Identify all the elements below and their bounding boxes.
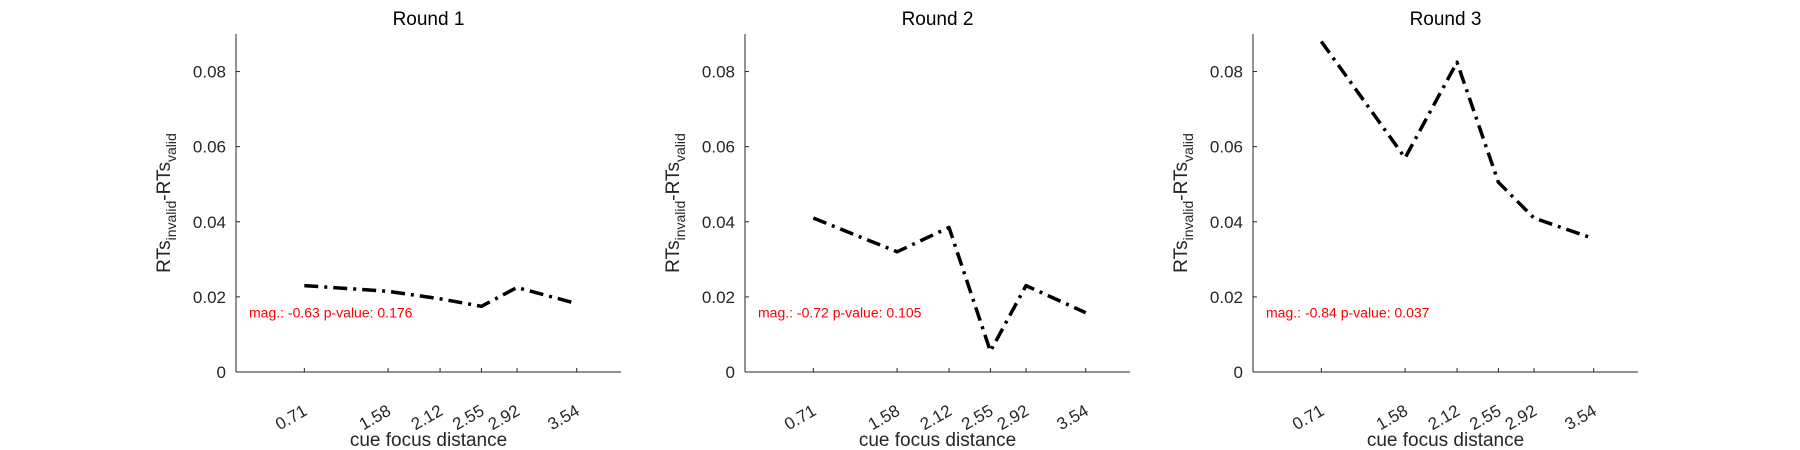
y-label-mid: -RTs [1171, 162, 1192, 201]
y-tick-label: 0 [726, 363, 735, 382]
y-tick-label: 0.08 [702, 63, 735, 82]
x-tick-label: 0.71 [272, 401, 310, 434]
x-axis-label: cue focus distance [859, 430, 1016, 450]
series-line [304, 283, 578, 309]
y-tick-label: 0.02 [1210, 288, 1243, 307]
x-axis-label: cue focus distance [1367, 430, 1524, 450]
stats-annotation: mag.: -0.84 p-value: 0.037 [1266, 305, 1430, 321]
chart-title: Round 1 [393, 9, 465, 30]
y-label-mid: -RTs [663, 162, 684, 201]
x-tick-label: 0.71 [781, 401, 819, 434]
series-line [812, 216, 1087, 354]
chart-panel-1: 00.020.040.060.080.71 1.58 2.12 2.552.92 3.5… [154, 9, 621, 450]
y-tick-label: 0.08 [1210, 63, 1243, 82]
chart-title: Round 2 [902, 9, 974, 30]
y-label-base: RTs [663, 240, 684, 272]
y-tick-label: 0.06 [193, 138, 226, 157]
y-axis-label: RTsinvalid-RTsvalid [1171, 133, 1196, 273]
chart-panel-3: 00.020.040.060.080.71 1.58 2.12 2.552.92 3.5… [1171, 9, 1638, 450]
y-label-base: RTs [154, 240, 175, 272]
y-tick-label: 0.06 [1210, 138, 1243, 157]
x-axis-label: cue focus distance [350, 430, 507, 450]
y-tick-label: 0.06 [702, 138, 735, 157]
y-label-sub-valid: valid [672, 133, 688, 162]
y-label-sub-invalid: invalid [1180, 201, 1196, 241]
chart-panel-2: 00.020.040.060.080.71 1.58 2.12 2.552.92 3.5… [663, 9, 1130, 450]
y-label-sub-valid: valid [163, 133, 179, 162]
y-tick-label: 0.08 [193, 63, 226, 82]
chart-title: Round 3 [1410, 9, 1482, 30]
stats-annotation: mag.: -0.63 p-value: 0.176 [249, 305, 413, 321]
y-label-sub-valid: valid [1180, 133, 1196, 162]
series-line [1319, 40, 1595, 241]
y-tick-label: 0 [217, 363, 226, 382]
y-label-mid: -RTs [154, 162, 175, 201]
y-label-sub-invalid: invalid [163, 201, 179, 241]
x-tick-label: 3.54 [1562, 401, 1600, 434]
x-tick-label: 0.71 [1289, 401, 1327, 434]
y-label-sub-invalid: invalid [672, 201, 688, 241]
y-axis-label: RTsinvalid-RTsvalid [154, 133, 179, 273]
x-tick-label: 3.54 [545, 401, 583, 434]
x-tick-label: 3.54 [1054, 401, 1092, 434]
y-tick-label: 0.04 [1210, 213, 1243, 232]
y-tick-label: 0.02 [702, 288, 735, 307]
stats-annotation: mag.: -0.72 p-value: 0.105 [758, 305, 922, 321]
y-tick-label: 0 [1234, 363, 1243, 382]
y-label-base: RTs [1171, 240, 1192, 272]
y-axis-label: RTsinvalid-RTsvalid [663, 133, 688, 273]
y-tick-label: 0.04 [193, 213, 226, 232]
y-tick-label: 0.02 [193, 288, 226, 307]
y-tick-label: 0.04 [702, 213, 735, 232]
